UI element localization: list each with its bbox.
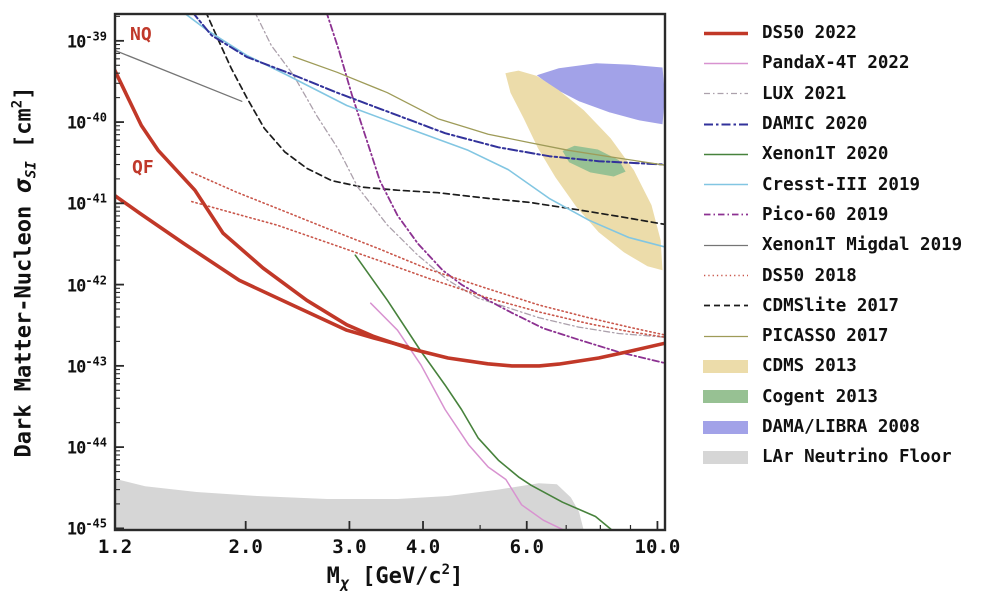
legend-label: Xenon1T 2020 — [762, 144, 889, 165]
legend-line-swatch — [704, 153, 748, 156]
legend-label: CDMS 2013 — [762, 356, 857, 377]
legend-item: Pico-60 2019 — [702, 200, 962, 230]
legend-item: Xenon1T 2020 — [702, 139, 962, 169]
legend-item: Cresst-III 2019 — [702, 169, 962, 199]
series-cdmslite-2017 — [205, 14, 665, 226]
series-ds50-2022-qf — [115, 193, 410, 349]
x-tick-label: 1.2 — [97, 536, 133, 558]
legend-item: LAr Neutrino Floor — [702, 442, 962, 472]
x-tick-label: 4.0 — [405, 536, 441, 558]
legend-item: PandaX-4T 2022 — [702, 48, 962, 78]
legend-patch-swatch — [703, 420, 748, 434]
legend-label: Cresst-III 2019 — [762, 174, 921, 195]
legend-patch-swatch — [703, 359, 748, 373]
y-tick-label: 10-39 — [66, 29, 107, 53]
axis-ticks — [115, 15, 659, 530]
legend-line-swatch — [704, 274, 748, 277]
patch-lar-neutrino-floor — [115, 478, 584, 530]
y-tick-label: 10-41 — [66, 192, 107, 215]
legend-label: DAMIC 2020 — [762, 114, 868, 135]
legend-label: LUX 2021 — [762, 83, 847, 104]
y-tick-label: 10-45 — [66, 517, 107, 540]
legend-item: Xenon1T Migdal 2019 — [702, 230, 962, 260]
y-tick-label: 10-40 — [66, 110, 107, 134]
annotation-qf: QF — [132, 157, 154, 178]
legend-item: CDMSlite 2017 — [702, 291, 962, 321]
series-cresst-iii-2019 — [184, 14, 665, 248]
y-axis-label: Dark Matter-Nucleon σSI [cm2] — [8, 86, 40, 458]
x-tick-label: 10.0 — [634, 536, 681, 558]
legend-label: LAr Neutrino Floor — [762, 447, 952, 468]
legend-label: DS50 2022 — [762, 23, 857, 44]
x-axis-label: Mχ [GeV/c2] — [326, 562, 464, 592]
series-pico-60-2019 — [326, 14, 665, 364]
patch-dama-libra-2008 — [536, 63, 665, 125]
legend-label: DAMA/LIBRA 2008 — [762, 417, 921, 437]
y-tick-label: 10-44 — [66, 435, 107, 459]
legend-item: CDMS 2013 — [702, 351, 962, 381]
x-tick-label: 2.0 — [228, 536, 263, 558]
legend-label: PICASSO 2017 — [762, 326, 889, 347]
legend-label: PandaX-4T 2022 — [762, 53, 910, 74]
series-picasso-2017 — [292, 55, 665, 166]
legend-item: PICASSO 2017 — [702, 321, 962, 351]
series-damic-2020 — [192, 14, 665, 166]
plot-content — [115, 14, 665, 530]
series-xenon1t-2020 — [354, 254, 614, 530]
legend: DS50 2022 PandaX-4T 2022 LUX 2021 DAMIC 202… — [702, 18, 962, 472]
series-lux-2021 — [255, 14, 665, 338]
legend-line-swatch — [704, 123, 748, 126]
series-ds50-2022-nq — [115, 66, 665, 368]
y-tick-label: 10-42 — [66, 273, 107, 296]
legend-item: DAMIC 2020 — [702, 109, 962, 139]
legend-label: Pico-60 2019 — [762, 204, 889, 225]
legend-line-swatch — [704, 244, 748, 246]
series-xenon1t-migdal-2019 — [115, 49, 243, 102]
legend-line-swatch — [704, 214, 748, 216]
legend-item: DS50 2018 — [702, 260, 962, 290]
legend-item: DS50 2022 — [702, 18, 962, 48]
legend-label: Cogent 2013 — [762, 386, 878, 407]
annotation-nq: NQ — [130, 24, 152, 45]
x-tick-label: 6.0 — [509, 536, 544, 558]
plot-frame — [113, 12, 667, 532]
legend-label: Xenon1T Migdal 2019 — [762, 235, 963, 256]
legend-item: Cogent 2013 — [702, 382, 962, 412]
legend-line-swatch — [704, 62, 748, 65]
legend-label: CDMSlite 2017 — [762, 295, 899, 316]
legend-patch-swatch — [703, 390, 748, 404]
legend-patch-swatch — [703, 450, 748, 464]
y-tick-label: 10-43 — [66, 354, 107, 378]
legend-line-swatch — [704, 93, 748, 95]
patch-cdms-2013 — [505, 70, 663, 271]
legend-line-swatch — [704, 183, 748, 186]
legend-item: LUX 2021 — [702, 79, 962, 109]
legend-item: DAMA/LIBRA 2008 — [702, 412, 962, 442]
legend-line-swatch — [704, 31, 748, 35]
legend-label: DS50 2018 — [762, 265, 857, 286]
x-tick-label: 3.0 — [332, 536, 367, 558]
series-ds50-2018-qf — [191, 200, 665, 338]
legend-line-swatch — [704, 304, 748, 307]
series-ds50-2018-nq — [191, 171, 665, 336]
legend-line-swatch — [704, 335, 748, 337]
